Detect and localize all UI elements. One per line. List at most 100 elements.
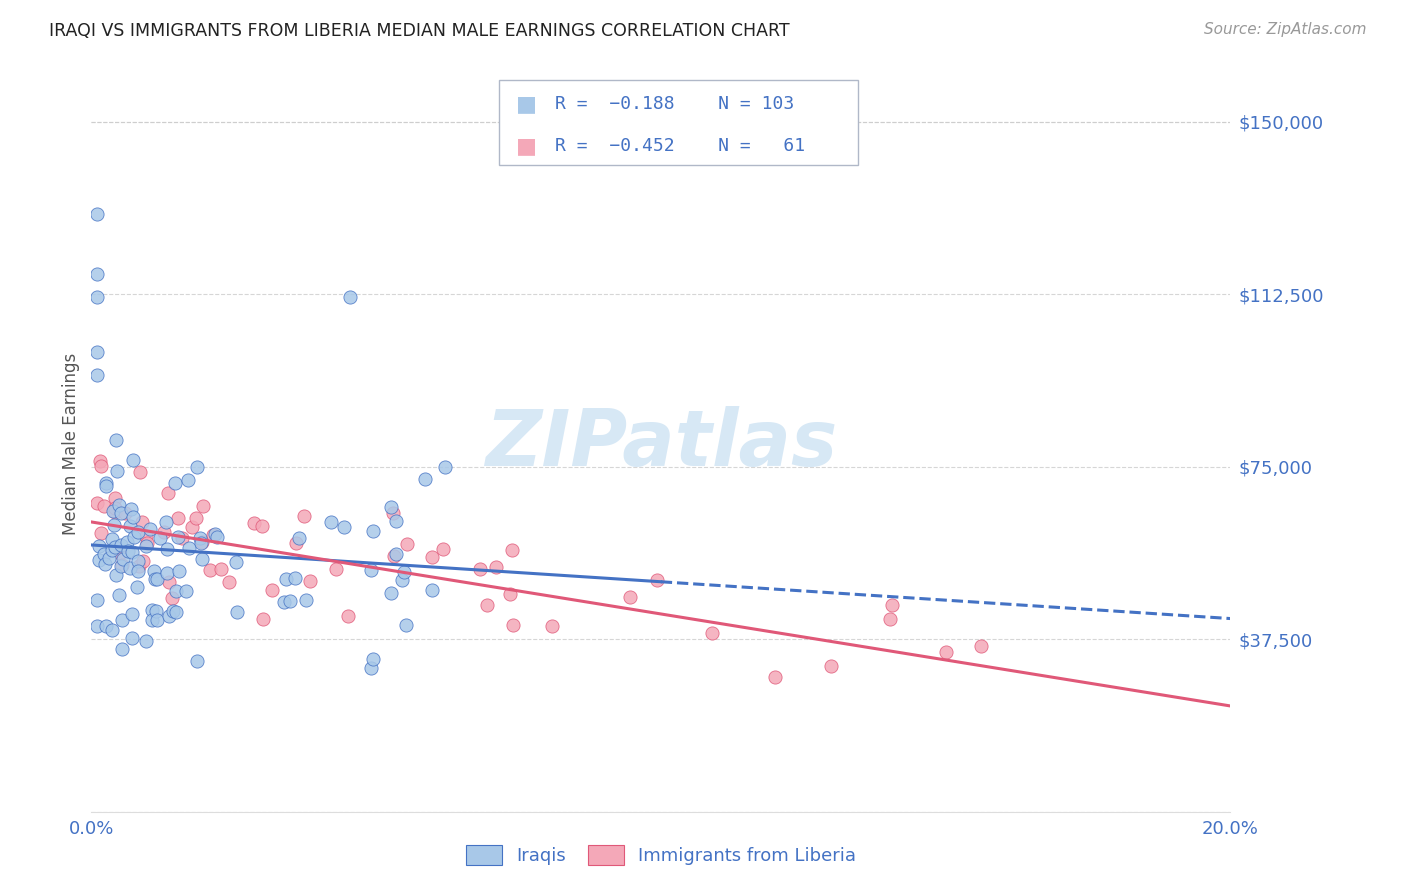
Point (127, 525, 149, 540)
Point (149, 531, 172, 545)
Point (181, 520, 204, 534)
Point (93, 547, 115, 561)
Point (381, 506, 404, 520)
Point (434, 459, 457, 474)
Point (101, 504, 124, 518)
Point (117, 544, 139, 558)
Point (395, 536, 418, 550)
Point (103, 517, 125, 532)
Point (104, 433, 127, 447)
Point (360, 563, 382, 577)
Point (288, 531, 311, 545)
Point (110, 538, 132, 552)
Point (128, 466, 150, 480)
Point (176, 473, 198, 487)
Point (108, 498, 131, 512)
Point (218, 575, 240, 590)
Point (114, 506, 136, 520)
Point (820, 659, 842, 673)
Point (969, 639, 991, 653)
Point (135, 539, 157, 553)
Point (94, 475, 117, 490)
Point (104, 501, 127, 516)
Point (186, 459, 208, 474)
Point (163, 475, 186, 490)
Point (89, 539, 111, 553)
Point (98, 551, 121, 566)
Text: ZIPatlas: ZIPatlas (485, 406, 837, 482)
Point (157, 574, 180, 589)
Point (935, 645, 957, 659)
Point (619, 591, 641, 605)
Point (156, 541, 179, 556)
Point (360, 661, 382, 675)
Point (122, 452, 145, 467)
Point (121, 607, 143, 621)
Point (880, 598, 903, 612)
Point (475, 598, 498, 612)
Point (122, 509, 145, 524)
Point (94, 558, 117, 572)
Point (395, 618, 418, 632)
Point (325, 562, 347, 576)
Point (252, 612, 274, 626)
Point (501, 543, 523, 558)
Point (86, 289, 108, 303)
Point (131, 554, 153, 568)
Point (336, 609, 359, 624)
Point (170, 531, 193, 545)
Point (166, 605, 188, 619)
Point (190, 535, 212, 549)
Point (201, 528, 224, 542)
Point (319, 515, 342, 529)
Point (391, 573, 413, 587)
Text: Source: ZipAtlas.com: Source: ZipAtlas.com (1204, 22, 1367, 37)
Point (86, 344, 108, 359)
Point (86, 207, 108, 221)
Point (135, 535, 157, 549)
Y-axis label: Median Male Earnings: Median Male Earnings (62, 352, 80, 535)
Point (763, 670, 786, 684)
Point (127, 565, 149, 579)
Point (502, 618, 524, 632)
Point (110, 558, 132, 573)
Point (186, 654, 208, 668)
Point (94, 479, 117, 493)
Point (146, 614, 169, 628)
Point (104, 540, 127, 554)
Point (225, 555, 247, 569)
Point (155, 516, 177, 530)
Point (131, 515, 153, 529)
Legend: Iraqis, Immigrants from Liberia: Iraqis, Immigrants from Liberia (458, 838, 863, 872)
Point (485, 560, 508, 574)
Point (101, 543, 124, 558)
Point (284, 536, 307, 550)
Point (295, 593, 318, 607)
Point (169, 564, 191, 578)
Point (541, 618, 564, 632)
Point (105, 464, 128, 478)
Point (141, 603, 163, 617)
Point (86, 618, 108, 632)
Point (204, 526, 226, 541)
Point (120, 519, 142, 533)
Point (100, 623, 122, 637)
Point (90, 525, 112, 540)
Point (121, 631, 143, 645)
Point (292, 509, 315, 524)
Point (120, 502, 142, 516)
Point (111, 552, 134, 566)
Point (89, 454, 111, 468)
Point (273, 595, 295, 609)
Text: R =  −0.452    N =   61: R = −0.452 N = 61 (555, 137, 806, 155)
Point (90, 458, 112, 473)
Point (184, 510, 207, 524)
Point (139, 522, 162, 536)
Point (179, 541, 201, 556)
Point (86, 267, 108, 281)
Point (191, 534, 214, 549)
Point (700, 625, 723, 640)
Point (86, 495, 108, 509)
Point (242, 516, 264, 530)
Point (166, 530, 188, 544)
